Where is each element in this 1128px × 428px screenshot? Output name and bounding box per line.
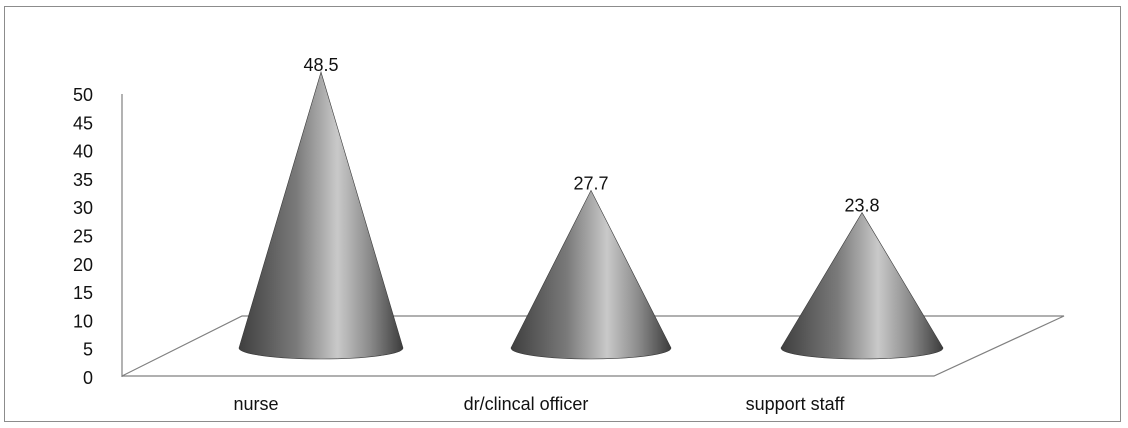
data-label: 27.7 [573,173,608,193]
chart-floor [121,315,1065,377]
data-label: 23.8 [844,196,879,216]
category-label: dr/clincal officer [464,394,589,414]
cone-bar [238,70,404,360]
data-label: 48.5 [303,55,338,75]
y-tick-label: 5 [83,340,93,360]
cone-bar [510,189,672,360]
y-tick-label: 40 [73,142,93,162]
y-tick-label: 10 [73,311,93,331]
y-tick-label: 25 [73,227,93,247]
y-tick-label: 50 [73,85,93,105]
y-tick-label: 20 [73,255,93,275]
category-label: support staff [746,394,846,414]
cone-body [238,70,404,360]
y-tick-label: 0 [83,368,93,388]
cone-bar [780,211,944,360]
category-label: nurse [233,394,278,414]
y-tick-label: 30 [73,198,93,218]
cone-body [780,211,944,360]
y-tick-label: 15 [73,283,93,303]
y-tick-label: 45 [73,113,93,133]
cone-body [510,189,672,360]
y-tick-label: 35 [73,170,93,190]
